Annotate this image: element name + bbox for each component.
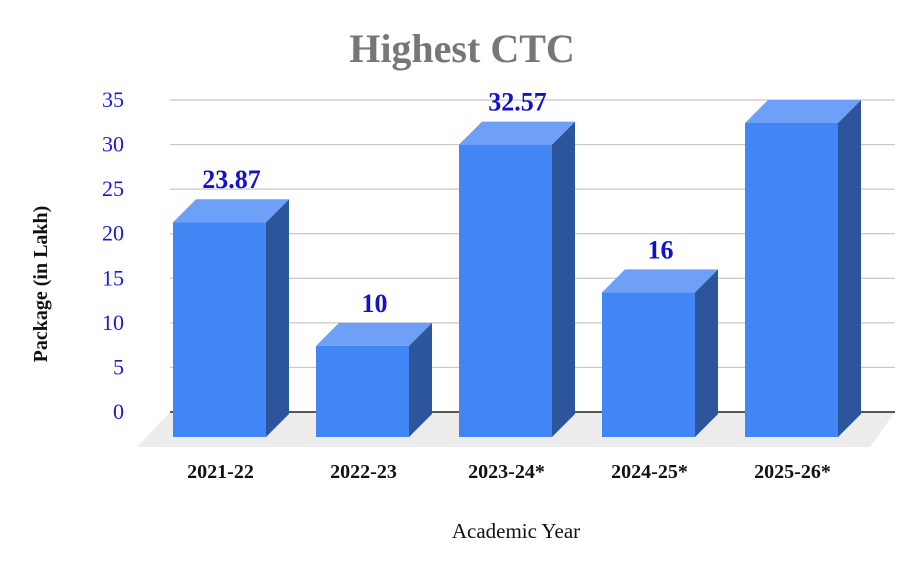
bar — [459, 121, 575, 437]
data-label: 10 — [362, 289, 388, 318]
x-tick-label: 2022-23 — [330, 461, 397, 483]
data-labels: 23.87 10 32.57 16 — [202, 88, 673, 318]
y-tick-label: 5 — [113, 354, 124, 379]
data-label: 32.57 — [488, 88, 547, 117]
x-tick-label: 2021-22 — [187, 461, 254, 483]
y-axis-label: Package (in Lakh) — [30, 206, 52, 363]
bar-front-face — [173, 222, 266, 437]
bar-top-face — [602, 269, 718, 293]
y-tick-label: 30 — [102, 132, 124, 157]
bar-side-face — [266, 199, 289, 437]
bar-front-face — [316, 345, 409, 437]
bars — [173, 100, 861, 437]
bar — [602, 269, 718, 437]
bar-top-face — [745, 100, 861, 123]
x-tick-label: 2023-24* — [468, 461, 545, 483]
chart-title: Highest CTC — [349, 26, 575, 71]
y-tick-label: 10 — [102, 310, 124, 335]
bar — [745, 100, 861, 437]
x-tick-label: 2025-26* — [754, 461, 831, 483]
bar-front-face — [602, 292, 695, 437]
bar-side-face — [838, 100, 861, 437]
y-tick-label: 35 — [102, 87, 124, 112]
data-label: 23.87 — [202, 165, 261, 194]
bar-top-face — [173, 199, 289, 223]
bar-front-face — [745, 123, 838, 437]
bar-side-face — [409, 322, 432, 437]
bar — [173, 199, 289, 437]
bar-side-face — [695, 269, 718, 437]
bar-top-face — [316, 322, 432, 346]
y-tick-label: 0 — [113, 399, 124, 424]
y-tick-label: 15 — [102, 265, 124, 290]
y-tick-label: 25 — [102, 176, 124, 201]
bar — [316, 322, 432, 437]
bar-front-face — [459, 144, 552, 437]
x-tick-label: 2024-25* — [611, 461, 688, 483]
data-label: 16 — [648, 235, 674, 264]
bar-top-face — [459, 121, 575, 145]
y-axis-ticks: 0 5 10 15 20 25 30 35 — [102, 87, 124, 424]
bar-side-face — [552, 121, 575, 437]
x-axis-label: Academic Year — [452, 519, 580, 543]
y-tick-label: 20 — [102, 221, 124, 246]
x-axis-ticks: 2021-22 2022-23 2023-24* 2024-25* 2025-26* — [187, 461, 831, 483]
